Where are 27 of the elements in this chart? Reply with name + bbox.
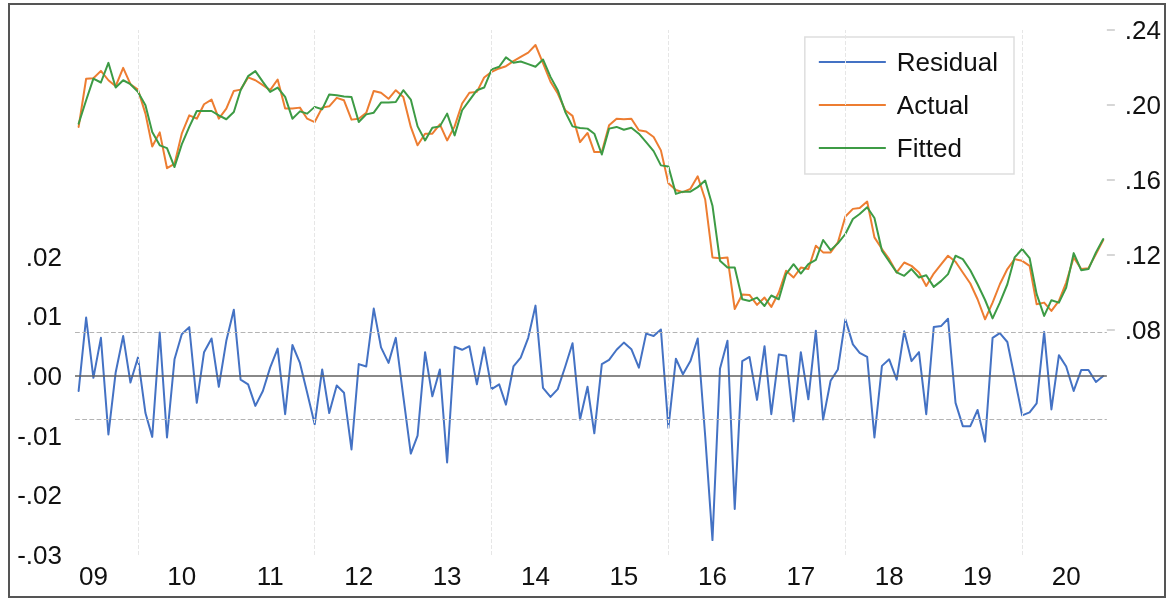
y-tick-label: .01 [25,301,62,332]
legend-label: Residual [896,47,998,77]
x-tick-label: 14 [521,561,550,591]
y2-tick-label: .12 [1124,240,1162,270]
legend-label: Fitted [896,133,962,163]
x-tick-label: 13 [432,561,462,591]
legend-label: Actual [896,90,970,120]
y-tick-label: -.03 [17,540,62,570]
y2-tick-label: .08 [1124,315,1162,345]
y2-tick-label: .24 [1124,15,1162,45]
y2-tick-label: .20 [1124,90,1162,120]
x-tick-label: 12 [344,561,374,591]
x-tick-label: 20 [1051,561,1081,591]
y-tick-label: -.02 [17,480,62,511]
y-tick-label: .02 [25,241,62,272]
x-tick-label: 16 [698,561,727,591]
y-tick-label: .00 [25,361,62,392]
x-tick-label: 10 [167,561,197,591]
x-tick-label: 18 [874,561,904,591]
line-series [77,304,1105,542]
x-tick-label: 17 [786,561,816,591]
x-tick-label: 09 [78,561,108,591]
x-tick-label: 15 [609,561,639,591]
y-tick-label: -.01 [17,420,62,451]
y2-tick-label: .16 [1124,165,1162,195]
x-tick-label: 11 [256,561,284,591]
x-tick-label: 19 [963,561,993,591]
